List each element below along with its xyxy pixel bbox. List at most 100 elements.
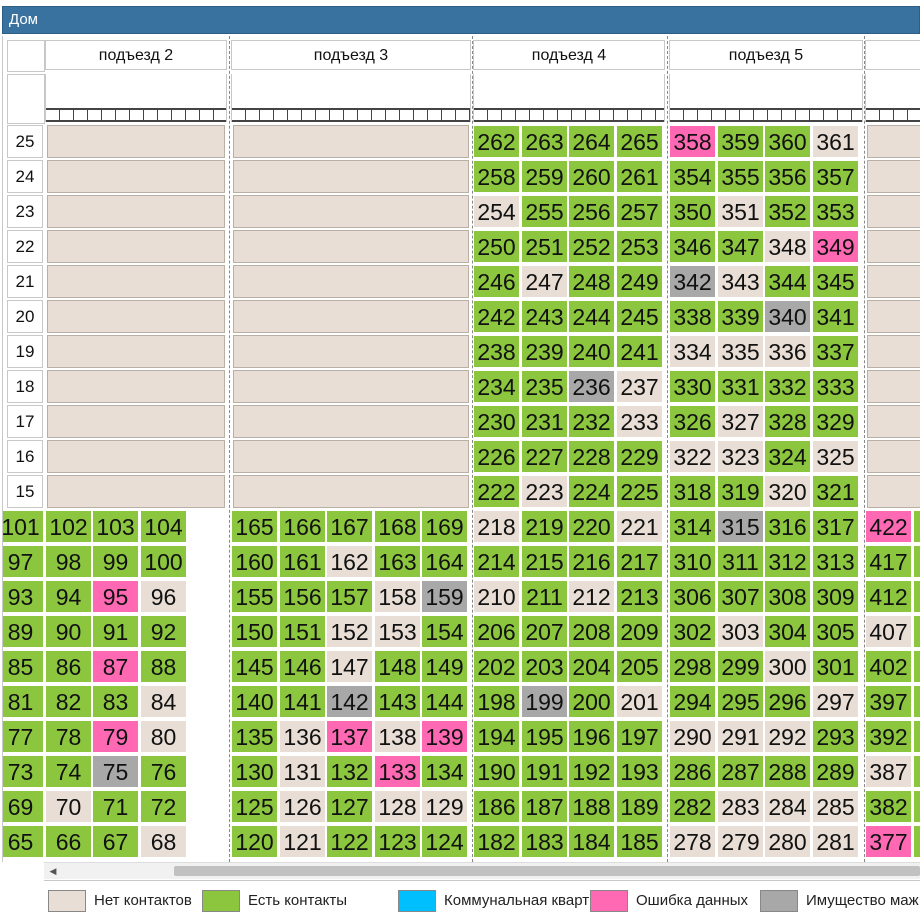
apartment-cell[interactable]: 188 xyxy=(568,790,615,823)
apartment-cell[interactable]: 136 xyxy=(279,720,326,753)
apartment-cell[interactable]: 204 xyxy=(568,650,615,683)
apartment-cell[interactable]: 248 xyxy=(568,265,615,298)
apartment-cell[interactable]: 95 xyxy=(92,580,139,613)
apartment-cell[interactable]: 285 xyxy=(812,790,859,823)
apartment-cell[interactable]: 162 xyxy=(326,545,373,578)
apartment-cell[interactable]: 190 xyxy=(473,755,520,788)
apartment-cell[interactable]: 81 xyxy=(3,685,44,718)
apartment-cell[interactable]: 154 xyxy=(421,615,468,648)
apartment-cell[interactable]: 251 xyxy=(521,230,568,263)
apartment-cell[interactable]: 120 xyxy=(231,825,278,858)
apartment-cell[interactable]: 320 xyxy=(764,475,811,508)
apartment-cell[interactable]: 242 xyxy=(473,300,520,333)
apartment-cell[interactable]: 145 xyxy=(231,650,278,683)
apartment-cell[interactable]: 200 xyxy=(568,685,615,718)
apartment-cell[interactable]: 129 xyxy=(421,790,468,823)
apartment-cell[interactable]: 134 xyxy=(421,755,468,788)
entrance-header[interactable]: подъезд 3 xyxy=(231,40,471,70)
apartment-cell[interactable]: 243 xyxy=(521,300,568,333)
apartment-cell[interactable]: 146 xyxy=(279,650,326,683)
apartment-cell[interactable]: 208 xyxy=(568,615,615,648)
apartment-cell[interactable]: 80 xyxy=(140,720,187,753)
apartment-cell[interactable]: 358 xyxy=(669,125,716,158)
apartment-cell[interactable]: 308 xyxy=(764,580,811,613)
apartment-cell[interactable]: 293 xyxy=(812,720,859,753)
apartment-cell[interactable]: 127 xyxy=(326,790,373,823)
apartment-cell[interactable]: 194 xyxy=(473,720,520,753)
apartment-cell[interactable]: 142 xyxy=(326,685,373,718)
apartment-cell[interactable]: 351 xyxy=(717,195,764,228)
apartment-cell[interactable]: 160 xyxy=(231,545,278,578)
entrance-header[interactable] xyxy=(865,40,920,70)
apartment-cell[interactable]: 155 xyxy=(231,580,278,613)
apartment-cell[interactable]: 4 xyxy=(913,580,920,613)
apartment-cell[interactable]: 79 xyxy=(92,720,139,753)
apartment-cell[interactable]: 331 xyxy=(717,370,764,403)
apartment-cell[interactable]: 148 xyxy=(374,650,421,683)
apartment-cell[interactable]: 307 xyxy=(717,580,764,613)
apartment-cell[interactable]: 101 xyxy=(3,510,44,543)
apartment-cell[interactable]: 156 xyxy=(279,580,326,613)
apartment-cell[interactable]: 317 xyxy=(812,510,859,543)
apartment-cell[interactable]: 183 xyxy=(521,825,568,858)
apartment-cell[interactable]: 252 xyxy=(568,230,615,263)
apartment-cell[interactable]: 92 xyxy=(140,615,187,648)
apartment-cell[interactable]: 66 xyxy=(45,825,92,858)
apartment-cell[interactable]: 216 xyxy=(568,545,615,578)
apartment-cell[interactable]: 330 xyxy=(669,370,716,403)
apartment-cell[interactable]: 231 xyxy=(521,405,568,438)
apartment-cell[interactable]: 125 xyxy=(231,790,278,823)
apartment-cell[interactable]: 221 xyxy=(616,510,663,543)
apartment-cell[interactable]: 255 xyxy=(521,195,568,228)
apartment-cell[interactable]: 147 xyxy=(326,650,373,683)
apartment-cell[interactable]: 356 xyxy=(764,160,811,193)
apartment-cell[interactable]: 345 xyxy=(812,265,859,298)
apartment-cell[interactable]: 94 xyxy=(45,580,92,613)
apartment-cell[interactable]: 133 xyxy=(374,755,421,788)
apartment-cell[interactable]: 143 xyxy=(374,685,421,718)
apartment-cell[interactable]: 258 xyxy=(473,160,520,193)
entrance-header[interactable]: подъезд 5 xyxy=(669,40,863,70)
apartment-cell[interactable]: 291 xyxy=(717,720,764,753)
apartment-cell[interactable]: 4 xyxy=(913,615,920,648)
apartment-cell[interactable]: 151 xyxy=(279,615,326,648)
apartment-cell[interactable]: 254 xyxy=(473,195,520,228)
apartment-cell[interactable]: 349 xyxy=(812,230,859,263)
apartment-cell[interactable]: 309 xyxy=(812,580,859,613)
apartment-cell[interactable]: 299 xyxy=(717,650,764,683)
apartment-cell[interactable]: 96 xyxy=(140,580,187,613)
apartment-cell[interactable]: 314 xyxy=(669,510,716,543)
apartment-cell[interactable]: 91 xyxy=(92,615,139,648)
apartment-cell[interactable]: 97 xyxy=(3,545,44,578)
apartment-cell[interactable]: 123 xyxy=(374,825,421,858)
apartment-cell[interactable]: 98 xyxy=(45,545,92,578)
apartment-cell[interactable]: 310 xyxy=(669,545,716,578)
apartment-cell[interactable]: 350 xyxy=(669,195,716,228)
apartment-cell[interactable]: 257 xyxy=(616,195,663,228)
apartment-cell[interactable]: 223 xyxy=(521,475,568,508)
apartment-cell[interactable]: 224 xyxy=(568,475,615,508)
apartment-cell[interactable]: 343 xyxy=(717,265,764,298)
apartment-cell[interactable]: 290 xyxy=(669,720,716,753)
apartment-cell[interactable]: 165 xyxy=(231,510,278,543)
apartment-cell[interactable]: 321 xyxy=(812,475,859,508)
apartment-cell[interactable]: 359 xyxy=(717,125,764,158)
apartment-cell[interactable]: 217 xyxy=(616,545,663,578)
apartment-cell[interactable]: 214 xyxy=(473,545,520,578)
apartment-cell[interactable]: 336 xyxy=(764,335,811,368)
apartment-cell[interactable]: 334 xyxy=(669,335,716,368)
apartment-cell[interactable]: 219 xyxy=(521,510,568,543)
apartment-cell[interactable]: 294 xyxy=(669,685,716,718)
apartment-cell[interactable]: 73 xyxy=(3,755,44,788)
apartment-cell[interactable]: 130 xyxy=(231,755,278,788)
apartment-cell[interactable]: 333 xyxy=(812,370,859,403)
apartment-cell[interactable]: 220 xyxy=(568,510,615,543)
apartment-cell[interactable]: 132 xyxy=(326,755,373,788)
apartment-cell[interactable]: 311 xyxy=(717,545,764,578)
apartment-cell[interactable]: 361 xyxy=(812,125,859,158)
apartment-cell[interactable]: 153 xyxy=(374,615,421,648)
apartment-cell[interactable]: 182 xyxy=(473,825,520,858)
apartment-cell[interactable]: 67 xyxy=(92,825,139,858)
apartment-cell[interactable]: 289 xyxy=(812,755,859,788)
apartment-cell[interactable]: 284 xyxy=(764,790,811,823)
